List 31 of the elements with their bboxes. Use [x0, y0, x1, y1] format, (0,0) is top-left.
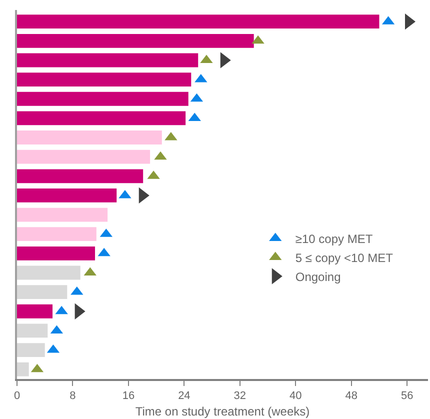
- bar: [17, 72, 192, 86]
- bar: [17, 111, 186, 126]
- x-tick-label: 16: [122, 390, 135, 402]
- bar: [17, 266, 80, 280]
- x-tick-label: 48: [345, 390, 358, 402]
- bar: [17, 343, 45, 357]
- legend-label: 5 ≤ copy <10 MET: [295, 250, 394, 265]
- bar: [17, 169, 144, 184]
- x-tick-label: 8: [70, 390, 76, 402]
- x-tick-label: 0: [14, 390, 20, 402]
- bar: [17, 130, 162, 144]
- legend-label: ≥10 copy MET: [295, 232, 374, 246]
- bar: [17, 227, 96, 242]
- bar: [17, 53, 198, 68]
- bar: [17, 362, 29, 376]
- x-tick-label: 56: [400, 390, 414, 402]
- x-tick-label: 24: [178, 390, 190, 402]
- bar: [17, 14, 380, 29]
- x-tick-label: 40: [290, 390, 302, 402]
- bar: [17, 150, 150, 164]
- bar: [17, 34, 254, 48]
- x-tick-label: 32: [234, 390, 246, 402]
- bar: [17, 285, 68, 300]
- x-axis-title: Time on study treatment (weeks): [135, 404, 310, 418]
- bar: [17, 304, 53, 318]
- bar: [17, 188, 117, 202]
- bar: [17, 246, 96, 260]
- bar: [17, 92, 188, 106]
- bar: [17, 208, 108, 222]
- bar: [17, 324, 48, 338]
- legend-label: Ongoing: [295, 270, 341, 284]
